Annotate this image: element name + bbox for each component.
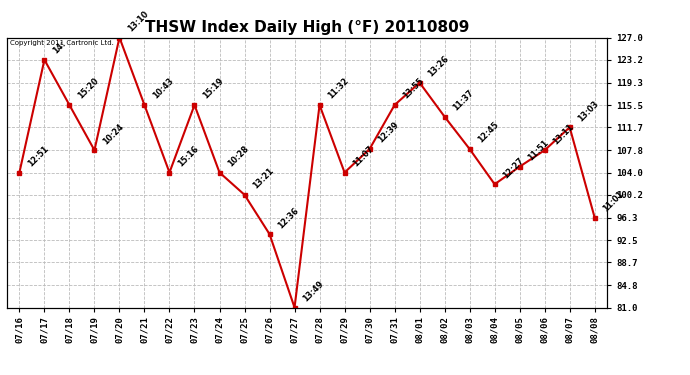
Text: 13:11: 13:11: [551, 122, 576, 146]
Text: 11:07: 11:07: [351, 144, 376, 168]
Text: 13:21: 13:21: [251, 166, 276, 190]
Text: 13:10: 13:10: [126, 9, 150, 33]
Text: 10:24: 10:24: [101, 122, 126, 146]
Text: 12:39: 12:39: [377, 120, 401, 145]
Text: 12:36: 12:36: [277, 206, 301, 230]
Text: 11:01: 11:01: [602, 189, 626, 213]
Text: 11:51: 11:51: [526, 138, 551, 162]
Text: 13:55: 13:55: [402, 76, 426, 101]
Text: 12:51: 12:51: [26, 144, 50, 168]
Text: 15:20: 15:20: [77, 76, 101, 101]
Title: THSW Index Daily High (°F) 20110809: THSW Index Daily High (°F) 20110809: [145, 20, 469, 35]
Text: 11:32: 11:32: [326, 76, 351, 101]
Text: 10:28: 10:28: [226, 144, 251, 168]
Text: 10:43: 10:43: [151, 76, 176, 101]
Text: 13:26: 13:26: [426, 54, 451, 78]
Text: 12:27: 12:27: [502, 156, 526, 180]
Text: 15:19: 15:19: [201, 76, 226, 101]
Text: 15:16: 15:16: [177, 144, 201, 168]
Text: 11:37: 11:37: [451, 88, 476, 112]
Text: 12:45: 12:45: [477, 120, 501, 145]
Text: 13:49: 13:49: [302, 279, 326, 303]
Text: 13:03: 13:03: [577, 99, 601, 123]
Text: Copyright 2011 Cartronic Ltd.: Copyright 2011 Cartronic Ltd.: [10, 40, 114, 46]
Text: 14:: 14:: [51, 39, 68, 56]
